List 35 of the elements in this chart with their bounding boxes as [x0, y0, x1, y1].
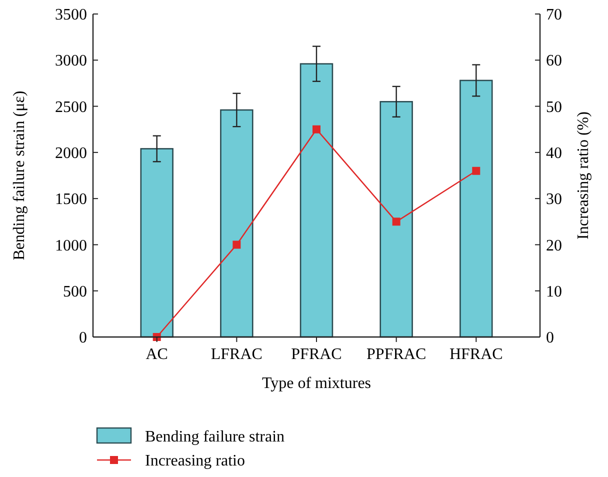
- y2-tick-label: 10: [546, 283, 562, 300]
- y-tick-label: 2500: [55, 98, 87, 116]
- y2-tick-label: 60: [546, 52, 562, 70]
- y2-axis-title: Increasing ratio (%): [575, 112, 592, 240]
- legend-label: Bending failure strain: [145, 428, 285, 446]
- y-axis-title: Bending failure strain (με): [11, 90, 28, 260]
- point: [392, 218, 400, 226]
- y2-tick-label: 70: [546, 6, 562, 24]
- x-tick-label: PPFRAC: [366, 346, 426, 363]
- point: [312, 125, 320, 134]
- x-tick-label: PFRAC: [291, 346, 342, 363]
- y-tick-label: 1000: [55, 237, 87, 254]
- x-axis-title: Type of mixtures: [262, 375, 372, 392]
- x-tick-label: HFRAC: [449, 346, 503, 363]
- bar: [140, 148, 174, 338]
- y2-tick-label: 40: [546, 145, 562, 162]
- y-tick-label: 500: [63, 283, 87, 300]
- legend-label: Increasing ratio: [145, 452, 245, 470]
- bar: [380, 101, 413, 338]
- y-tick-label: 2000: [55, 145, 87, 162]
- point: [472, 166, 480, 175]
- y2-tick-label: 20: [546, 237, 562, 254]
- bar: [460, 80, 493, 338]
- y2-tick-label: 50: [546, 98, 562, 116]
- y-tick-label: 3000: [55, 52, 87, 70]
- bar: [300, 63, 334, 338]
- y2-tick-label: 0: [546, 330, 554, 347]
- y-tick-label: 1500: [55, 191, 87, 208]
- y-tick-label: 0: [79, 330, 87, 347]
- bar: [220, 109, 254, 338]
- point: [232, 240, 241, 249]
- x-tick-label: AC: [146, 346, 168, 363]
- y2-tick-label: 30: [546, 191, 562, 208]
- y-tick-label: 3500: [55, 6, 87, 24]
- x-tick-label: LFRAC: [210, 346, 262, 363]
